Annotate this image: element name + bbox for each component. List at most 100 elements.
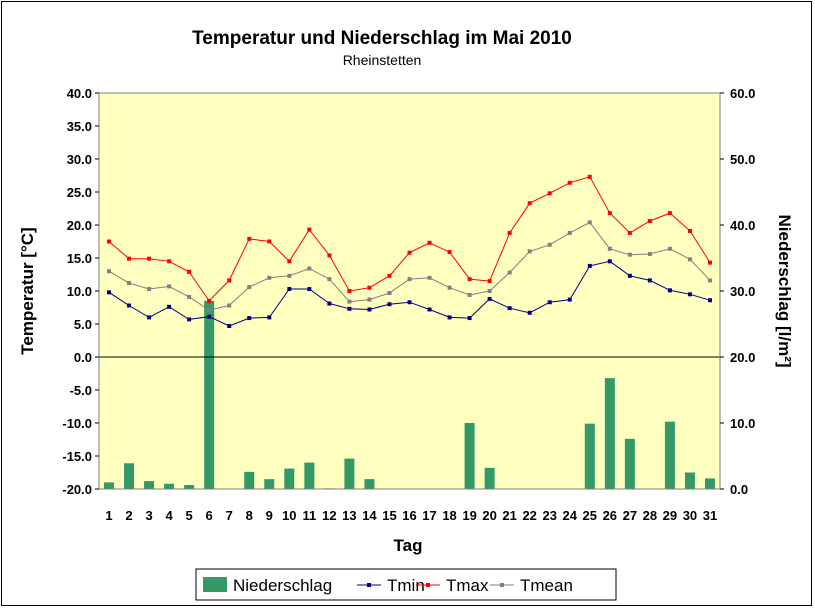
y-right-tick-label: 20.0 [730, 350, 755, 365]
x-tick-label-day-18: 18 [442, 508, 456, 523]
x-tick-label-day-28: 28 [643, 508, 657, 523]
x-axis-title: Tag [394, 536, 423, 555]
tmin-marker-day-6 [207, 314, 212, 319]
axis-ticks: -20.0-15.0-10.0-5.00.05.010.015.020.025.… [62, 86, 755, 523]
y-right-tick-label: 50.0 [730, 152, 755, 167]
y-right-tick-label: 0.0 [730, 482, 748, 497]
tmin-marker-day-28 [647, 278, 652, 283]
tmean-marker-day-20 [487, 289, 492, 293]
y-right-tick-label: 30.0 [730, 284, 755, 299]
y-left-tick-label: 0.0 [74, 350, 92, 365]
chart-title: Temperatur und Niederschlag im Mai 2010 [192, 28, 572, 49]
tmean-marker-day-30 [687, 257, 692, 262]
chart-subtitle: Rheinstetten [343, 52, 422, 68]
y-left-tick-label: 20.0 [67, 218, 92, 233]
tmean-marker-day-5 [187, 294, 192, 299]
tmin-marker-day-17 [427, 307, 432, 312]
y-left-tick-label: -5.0 [70, 383, 92, 398]
precipitation-bar-day-31 [704, 478, 715, 489]
tmax-marker-day-17 [427, 240, 432, 245]
x-tick-label-day-9: 9 [266, 508, 273, 523]
legend-marker-tmax [426, 583, 430, 587]
x-tick-label-day-5: 5 [186, 508, 193, 523]
legend-marker-tmean [500, 583, 504, 587]
precipitation-bar-day-4 [164, 483, 175, 489]
tmax-marker-day-1 [107, 239, 112, 244]
tmin-marker-day-29 [667, 288, 672, 293]
x-tick-label-day-16: 16 [402, 508, 416, 523]
x-tick-label-day-15: 15 [382, 508, 396, 523]
precipitation-bar-day-2 [124, 463, 135, 489]
y-right-tick-label: 10.0 [730, 416, 755, 431]
precipitation-bar-day-30 [684, 472, 695, 489]
x-tick-label-day-27: 27 [623, 508, 637, 523]
tmean-marker-day-7 [227, 303, 232, 308]
tmax-marker-day-4 [167, 259, 172, 264]
tmin-marker-day-5 [187, 317, 192, 322]
precipitation-bar-day-14 [364, 479, 375, 489]
x-tick-label-day-30: 30 [683, 508, 697, 523]
tmin-marker-day-8 [247, 316, 252, 321]
tmax-marker-day-24 [567, 180, 572, 185]
x-tick-label-day-8: 8 [246, 508, 253, 523]
temperature-lines [107, 174, 712, 328]
tmean-marker-day-3 [147, 287, 152, 292]
tmean-marker-day-2 [127, 281, 132, 286]
tmean-marker-day-10 [287, 273, 292, 278]
tmean-marker-day-9 [267, 275, 272, 280]
tmax-marker-day-5 [187, 269, 192, 274]
precipitation-bar-day-19 [464, 423, 475, 489]
tmin-marker-day-13 [347, 306, 352, 311]
tmin-marker-day-7 [227, 323, 232, 328]
tmin-marker-day-2 [127, 303, 132, 308]
tmean-marker-day-16 [407, 277, 412, 282]
legend-marker-tmin [367, 583, 371, 587]
tmin-marker-day-19 [467, 316, 472, 321]
tmean-marker-day-27 [627, 252, 632, 257]
tmax-marker-day-26 [607, 211, 612, 216]
y-left-tick-label: 15.0 [67, 251, 92, 266]
tmean-marker-day-21 [507, 270, 512, 275]
tmax-marker-day-30 [687, 228, 692, 233]
tmin-marker-day-22 [527, 310, 532, 315]
tmean-marker-day-26 [607, 246, 612, 251]
tmax-marker-day-2 [127, 256, 132, 261]
tmin-marker-day-11 [307, 287, 312, 292]
tmean-marker-day-11 [307, 266, 312, 271]
tmean-marker-day-6 [207, 308, 212, 313]
tmin-marker-day-30 [687, 292, 692, 297]
tmax-marker-day-9 [267, 239, 272, 244]
tmax-marker-day-25 [587, 174, 592, 179]
tmax-marker-day-11 [307, 227, 312, 232]
x-tick-label-day-23: 23 [542, 508, 556, 523]
tmean-marker-day-19 [467, 292, 472, 297]
x-tick-label-day-10: 10 [282, 508, 296, 523]
tmax-marker-day-7 [227, 278, 232, 283]
tmax-marker-day-6 [207, 298, 212, 303]
tmin-marker-day-21 [507, 306, 512, 311]
x-tick-label-day-29: 29 [663, 508, 677, 523]
tmean-marker-day-24 [567, 230, 572, 235]
tmax-marker-day-18 [447, 250, 452, 255]
precipitation-bar-day-25 [584, 423, 595, 489]
tmean-marker-day-28 [647, 252, 652, 257]
precipitation-bar-day-26 [604, 378, 615, 489]
precipitation-bar-day-13 [344, 458, 355, 489]
legend-label-niederschlag: Niederschlag [233, 576, 332, 595]
tmean-marker-day-1 [107, 269, 112, 274]
legend-label-tmin: Tmin [387, 576, 425, 595]
legend-box [195, 568, 617, 601]
precipitation-bar-day-3 [144, 481, 155, 489]
tmean-marker-day-18 [447, 285, 452, 290]
precipitation-bar-day-11 [304, 462, 315, 489]
precipitation-bar-day-29 [664, 421, 675, 489]
tmax-marker-day-13 [347, 289, 352, 293]
x-tick-label-day-2: 2 [125, 508, 132, 523]
y-left-tick-label: 10.0 [67, 284, 92, 299]
x-tick-label-day-21: 21 [502, 508, 516, 523]
y-left-tick-label: 40.0 [67, 86, 92, 101]
x-tick-label-day-19: 19 [462, 508, 476, 523]
tmean-marker-day-25 [587, 220, 592, 225]
y-right-tick-label: 60.0 [730, 86, 755, 101]
x-tick-label-day-24: 24 [563, 508, 578, 523]
